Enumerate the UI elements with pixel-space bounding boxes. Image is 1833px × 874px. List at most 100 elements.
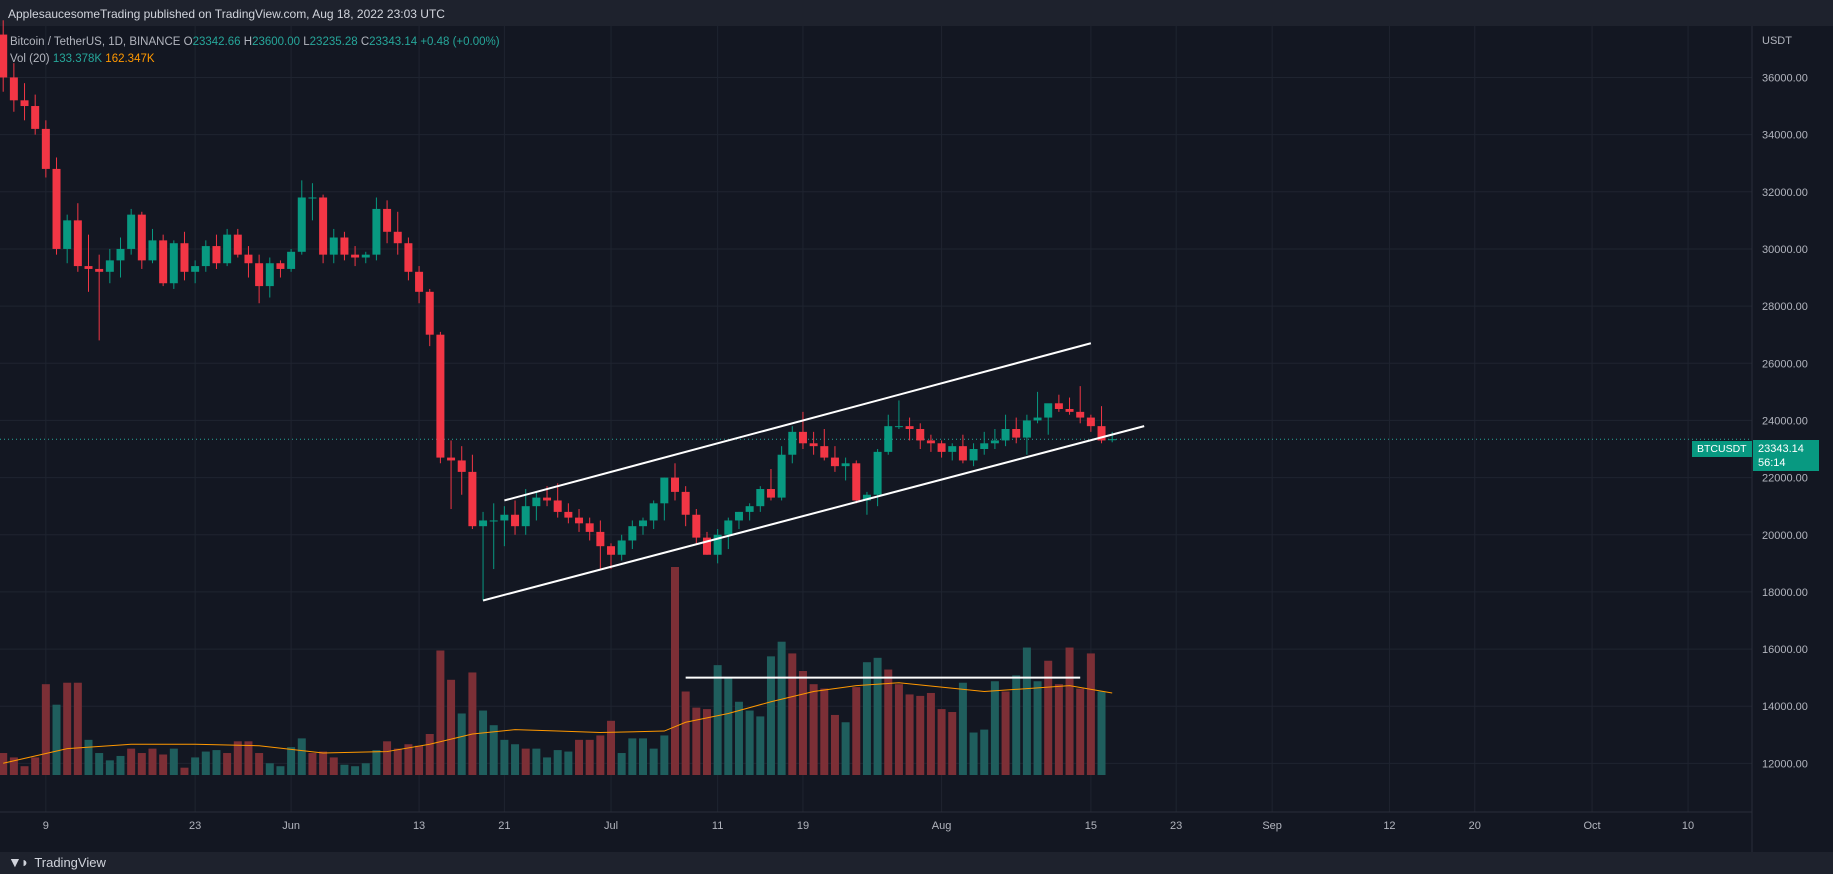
ohlc-row: Bitcoin / TetherUS, 1D, BINANCE O23342.6… (10, 34, 500, 51)
candle-body (361, 254, 370, 258)
volume-bar (457, 713, 466, 775)
volume-bar (116, 755, 125, 775)
candle-body (990, 440, 999, 444)
time-tick: Aug (932, 820, 952, 832)
volume-bar (713, 665, 722, 775)
price-tick: 24000.00 (1762, 415, 1808, 427)
volume-bar (287, 747, 296, 775)
volume-bar (916, 695, 925, 775)
symbol-title[interactable]: Bitcoin / TetherUS, 1D, BINANCE (10, 36, 181, 48)
trendlines (482, 342, 1145, 679)
candle-body (511, 514, 520, 527)
candle-body (575, 517, 584, 524)
time-tick: 10 (1682, 820, 1694, 832)
candle-body (852, 463, 861, 501)
price-tick: 22000.00 (1762, 473, 1808, 485)
candle-body (52, 168, 61, 249)
volume-bar (201, 751, 210, 775)
candle-body (766, 489, 775, 498)
candle-body (777, 454, 786, 498)
candle-body (105, 260, 114, 272)
candle-body (670, 477, 679, 492)
volume-bar (212, 750, 221, 775)
volume-bar (95, 753, 104, 775)
volume-bar (809, 684, 818, 775)
time-axis[interactable]: 9 23 Jun 13 21 Jul 11 19 Aug 15 23 Sep 12 20 Oct 10 (43, 820, 1694, 832)
candle-body (926, 440, 935, 444)
volume-bar (788, 653, 797, 775)
channel-lower (482, 425, 1145, 602)
volume-bar (521, 748, 530, 775)
candle-body (1097, 426, 1106, 441)
volume-bar (745, 710, 754, 775)
candle-body (724, 520, 733, 535)
open-label: O (183, 36, 193, 48)
volume-bar (873, 657, 882, 775)
time-tick: 23 (189, 820, 201, 832)
candle-body (73, 220, 82, 267)
candle-body (1108, 439, 1117, 441)
volume-bar (1097, 691, 1106, 775)
volume-bar (41, 684, 50, 775)
candle-body (532, 497, 541, 507)
low-value: 23235.28 (309, 36, 358, 48)
volume-bar (905, 694, 914, 775)
top-bar: ApplesaucesomeTrading published on Tradi… (0, 0, 1833, 26)
candle-body (564, 511, 573, 518)
candle-body (319, 197, 328, 255)
volume-bar (1076, 688, 1085, 775)
time-tick: 23 (1170, 820, 1182, 832)
volume-label[interactable]: Vol (20) (10, 53, 50, 65)
candle-body (223, 234, 232, 264)
candle-body (905, 426, 914, 430)
volume-bar (969, 732, 978, 775)
bar-countdown: 56:14 (1758, 457, 1786, 469)
candle-body (297, 197, 306, 252)
volume-bar (575, 739, 584, 775)
volume-bar (1065, 647, 1074, 775)
candle-body (308, 197, 317, 199)
volume-bar (244, 741, 253, 775)
candle-body (713, 534, 722, 555)
volume-bar (361, 763, 370, 775)
volume-bar (884, 669, 893, 775)
volume-bar (894, 684, 903, 775)
volume-bar (511, 744, 520, 775)
volume-bar (84, 739, 93, 775)
volume-bar (564, 751, 573, 775)
volume-bar (607, 720, 616, 775)
candles (0, 20, 1117, 601)
volume-bar (351, 766, 360, 775)
volume-bar (468, 672, 477, 775)
volume-bar (105, 760, 114, 775)
price-axis[interactable]: 12000.00 14000.00 16000.00 18000.00 20000.00… (1762, 72, 1808, 770)
volume-bar (702, 709, 711, 775)
candle-body (436, 334, 445, 458)
candle-body (191, 266, 200, 272)
open-value: 23342.66 (192, 36, 241, 48)
volume-bar (383, 741, 392, 775)
volume-bar (191, 757, 200, 775)
volume-bar (52, 704, 61, 775)
candle-body (479, 520, 488, 527)
time-tick: 19 (797, 820, 809, 832)
candle-body (244, 254, 253, 264)
candle-body (798, 431, 807, 444)
volume-bar (852, 687, 861, 775)
brand[interactable]: ▼◗ TradingView (8, 854, 106, 870)
volume-bar (777, 641, 786, 775)
candle-body (639, 520, 648, 527)
candle-body (383, 208, 392, 232)
price-tick: 26000.00 (1762, 358, 1808, 370)
candle-body (553, 500, 562, 512)
candle-body (84, 266, 93, 269)
low-label: L (303, 36, 310, 48)
candle-body (756, 489, 765, 507)
candle-body (255, 263, 264, 287)
price-tag: 23343.14 56:14 (1753, 440, 1819, 471)
volume-bar (756, 716, 765, 775)
time-tick: 20 (1469, 820, 1481, 832)
candle-body (372, 208, 381, 255)
volume-bar (148, 748, 157, 775)
